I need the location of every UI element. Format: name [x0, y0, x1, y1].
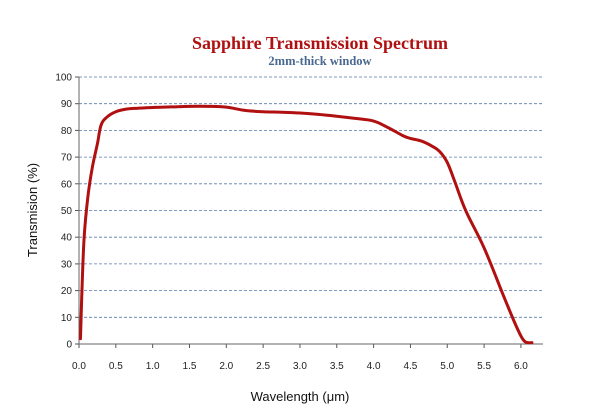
y-tick-label: 10: [61, 313, 73, 324]
grid-lines: [79, 76, 543, 318]
series-layer: [78, 104, 534, 345]
x-tick-label: 1.0: [146, 361, 160, 372]
x-tick-label: 3.0: [293, 361, 307, 372]
y-tick-label: 100: [55, 73, 72, 84]
x-tick-label: 2.0: [219, 361, 233, 372]
x-tick-label: 4.5: [403, 361, 417, 372]
y-tick-label: 70: [61, 153, 73, 164]
series-line-0: [78, 104, 534, 345]
x-tick-label: 0.0: [72, 361, 86, 372]
x-tick-label: 2.5: [256, 361, 270, 372]
y-tick-label: 30: [61, 259, 73, 270]
axes: [75, 76, 543, 348]
x-tick-labels: 0.0 0.5 1.0 1.5 2.0 2.5 3.0 3.5 4.0 4.5 5.0 5.5 6.0: [72, 361, 528, 372]
y-tick-label: 90: [61, 99, 73, 110]
y-tick-label: 20: [61, 286, 73, 297]
x-tick-label: 5.5: [477, 361, 491, 372]
y-tick-label: 80: [61, 126, 73, 137]
x-tick-label: 5.0: [440, 361, 454, 372]
x-tick-label: 1.5: [183, 361, 197, 372]
y-axis-label: Transmision (%): [25, 163, 40, 257]
x-tick-label: 6.0: [514, 361, 528, 372]
y-tick-label: 0: [66, 340, 72, 351]
chart-title: Sapphire Transmission Spectrum: [192, 33, 448, 53]
y-tick-label: 50: [61, 206, 73, 217]
y-tick-labels: 0 10 20 30 40 50 60 70 80 90 100: [55, 73, 72, 351]
y-tick-label: 60: [61, 179, 73, 190]
x-tick-label: 0.5: [109, 361, 123, 372]
y-tick-label: 40: [61, 233, 73, 244]
chart-subtitle: 2mm-thick window: [268, 54, 371, 68]
x-tick-label: 3.5: [330, 361, 344, 372]
x-axis-label: Wavelength (μm): [251, 389, 350, 404]
x-tick-label: 4.0: [367, 361, 381, 372]
